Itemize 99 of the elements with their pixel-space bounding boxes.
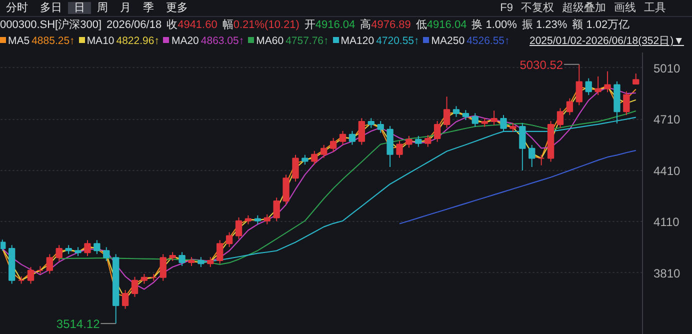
y-tick-label: 3810 xyxy=(654,266,681,280)
text: 0.21%(10.21) xyxy=(233,19,300,31)
text: 收 xyxy=(166,19,178,31)
line-series xyxy=(398,150,636,224)
legend-label: MA5 xyxy=(8,35,30,47)
candlestick xyxy=(27,266,34,284)
candlestick xyxy=(36,266,44,274)
candlestick xyxy=(302,154,308,166)
candlestick xyxy=(131,276,138,298)
text: 4976.89 xyxy=(371,19,411,31)
candlestick xyxy=(623,90,630,116)
annotation: 3514.12 xyxy=(56,317,100,332)
text: 4526.55↑ xyxy=(466,35,510,47)
text: 2026/06/18 xyxy=(106,19,162,31)
text: 4885.25↑ xyxy=(32,35,75,47)
candlestick xyxy=(235,216,242,240)
text: 分时 xyxy=(5,2,29,14)
text: F9 xyxy=(499,2,514,14)
text: 4941.60 xyxy=(178,19,218,31)
text: 月 xyxy=(119,2,132,14)
candlestick xyxy=(462,110,470,121)
text: 4863.05↑ xyxy=(200,35,244,47)
legend-label: MA120 xyxy=(340,35,374,47)
candlestick xyxy=(585,78,592,96)
text: 超级叠加 xyxy=(561,2,607,14)
candlestick xyxy=(377,120,384,134)
candlestick xyxy=(273,197,280,222)
text: 振 1.23% xyxy=(522,19,568,31)
text: 低 xyxy=(416,19,427,31)
candlestick xyxy=(632,73,640,84)
y-tick-label: 4710 xyxy=(654,112,681,127)
text: 画线 xyxy=(613,2,637,14)
candlestick xyxy=(415,135,422,148)
candlestick xyxy=(140,274,148,284)
y-tick-label: 4410 xyxy=(654,164,681,178)
candlestick xyxy=(594,76,602,96)
text: 日 xyxy=(68,2,91,14)
candlestick xyxy=(282,174,290,205)
candlestick xyxy=(566,98,574,116)
y-tick-label: 4110 xyxy=(654,215,680,230)
text: 换 1.00% xyxy=(472,19,517,31)
candlestick xyxy=(472,112,478,128)
text: 4916.04 xyxy=(315,19,356,31)
text: 额 1.02万亿 xyxy=(572,19,630,31)
candlestick xyxy=(264,214,270,225)
text: 工具 xyxy=(643,2,667,14)
text: 4822.96↑ xyxy=(116,35,160,47)
candlestick xyxy=(0,239,6,252)
candlestick xyxy=(339,130,346,146)
candlestick xyxy=(84,240,91,257)
candlestick xyxy=(519,122,526,171)
legend-label: MA10 xyxy=(86,35,114,47)
candlestick xyxy=(320,144,328,158)
text: 高 xyxy=(360,19,372,31)
candlestick xyxy=(528,144,536,168)
text: 开 xyxy=(304,19,316,31)
text: 4757.76↑ xyxy=(286,35,329,47)
text: 不复权 xyxy=(520,2,555,14)
candlestick xyxy=(358,118,366,146)
legend-label: MA20 xyxy=(171,35,199,47)
candlestick xyxy=(207,256,214,268)
annotation: 5030.52 xyxy=(520,58,564,72)
text: 更多 xyxy=(165,2,189,14)
candlestick xyxy=(216,240,224,264)
candlestick xyxy=(434,120,441,142)
candlestick xyxy=(311,150,318,166)
candlestick xyxy=(452,106,460,118)
text: 000300.SH[沪深300] xyxy=(0,19,102,31)
candlestick xyxy=(94,240,100,254)
candlestick xyxy=(348,130,356,146)
candlestick xyxy=(538,154,545,166)
candlestick xyxy=(292,154,299,182)
text: 周 xyxy=(96,2,109,14)
text: 4916.04 xyxy=(426,19,467,31)
text: 2025/01/02-2026/06/18(352日)▼ xyxy=(529,35,684,47)
text: 幅 xyxy=(222,19,234,31)
candlestick xyxy=(330,137,337,152)
candlestick xyxy=(103,246,110,262)
candlestick xyxy=(56,244,62,262)
text: 季 xyxy=(142,2,155,14)
candlestick xyxy=(443,96,450,128)
legend-label: MA60 xyxy=(256,35,284,47)
candlestick xyxy=(160,254,166,282)
candlestick xyxy=(556,108,564,128)
candlestick xyxy=(178,252,186,266)
text: 4720.55↑ xyxy=(376,35,420,47)
candlestick xyxy=(604,70,611,93)
candlestick xyxy=(368,118,374,128)
candlestick xyxy=(576,64,582,106)
candlestick xyxy=(396,140,403,158)
candlestick xyxy=(226,232,233,248)
candlestick xyxy=(490,110,498,126)
candlestick xyxy=(46,254,54,274)
candlestick xyxy=(424,134,432,148)
candlestick xyxy=(122,290,129,310)
text: 多日 xyxy=(39,2,63,14)
legend-label: MA250 xyxy=(431,35,465,47)
y-tick-label: 5010 xyxy=(654,61,681,76)
candlestick xyxy=(406,135,412,148)
